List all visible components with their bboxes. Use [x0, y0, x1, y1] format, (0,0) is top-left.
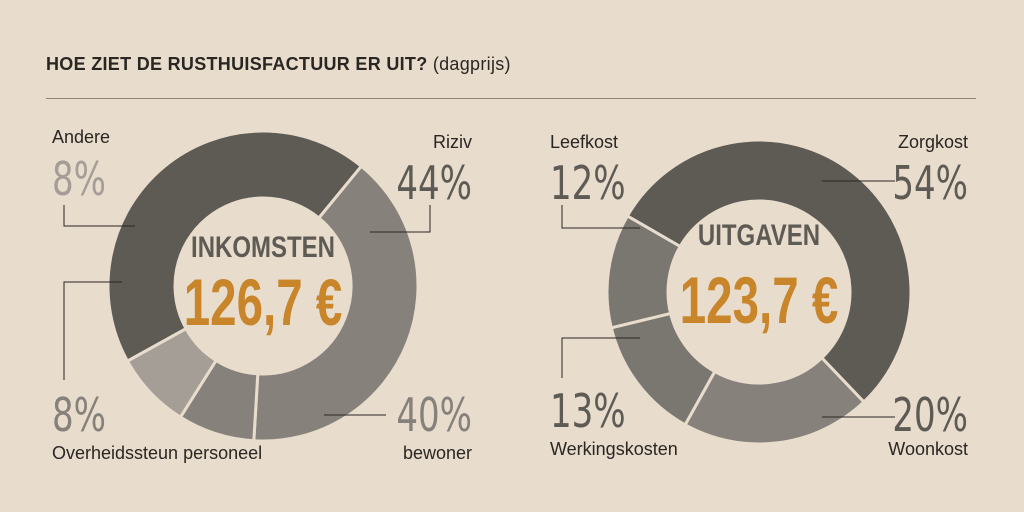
value-werkingskosten: 13% — [550, 384, 626, 439]
label-riziv: Riziv — [433, 132, 472, 152]
label-andere: Andere — [52, 127, 110, 147]
value-zorgkost: 54% — [892, 156, 968, 211]
title-divider — [46, 98, 976, 99]
segment-riziv — [106, 129, 364, 364]
segment-leefkost — [605, 213, 683, 330]
donut-inkomsten-segments — [106, 129, 420, 443]
label-woonkost: Woonkost — [888, 439, 968, 459]
leader-werkingskosten — [561, 337, 640, 378]
label-bewoner: bewoner — [403, 443, 472, 463]
value-woonkost: 20% — [892, 388, 968, 443]
label-leefkost: Leefkost — [550, 132, 618, 152]
title-main: HOE ZIET DE RUSTHUISFACTUUR ER UIT? — [46, 54, 428, 74]
label-overheidssteun: Overheidssteun personeel — [52, 443, 262, 463]
page-title: HOE ZIET DE RUSTHUISFACTUUR ER UIT? (dag… — [46, 54, 511, 75]
donut-uitgaven: UITGAVEN 123,7 € Zorgkost 54% 20% Woonko… — [550, 132, 968, 459]
value-riziv: 44% — [396, 156, 472, 211]
segment-bewoner — [252, 164, 420, 443]
inkomsten-total: 126,7 € — [184, 266, 343, 339]
segment-andere — [125, 326, 219, 420]
leader-andere — [63, 205, 135, 227]
leader-leefkost — [561, 205, 640, 229]
label-werkingskosten: Werkingskosten — [550, 439, 678, 459]
title-sub: (dagprijs) — [432, 54, 511, 74]
value-andere: 8% — [52, 152, 106, 207]
value-bewoner: 40% — [396, 388, 472, 443]
value-leefkost: 12% — [550, 156, 626, 211]
uitgaven-total: 123,7 € — [680, 264, 839, 337]
leader-riziv — [370, 205, 431, 233]
label-zorgkost: Zorgkost — [898, 132, 968, 152]
inkomsten-center-label: INKOMSTEN — [191, 229, 335, 263]
value-overheidssteun: 8% — [52, 388, 106, 443]
leader-overheidssteun — [63, 281, 122, 380]
segment-zorgkost — [625, 138, 913, 405]
donut-inkomsten: INKOMSTEN 126,7 € Riziv 44% 40% bewoner … — [52, 127, 472, 463]
donut-uitgaven-segments — [605, 138, 913, 446]
uitgaven-center-label: UITGAVEN — [698, 217, 820, 251]
